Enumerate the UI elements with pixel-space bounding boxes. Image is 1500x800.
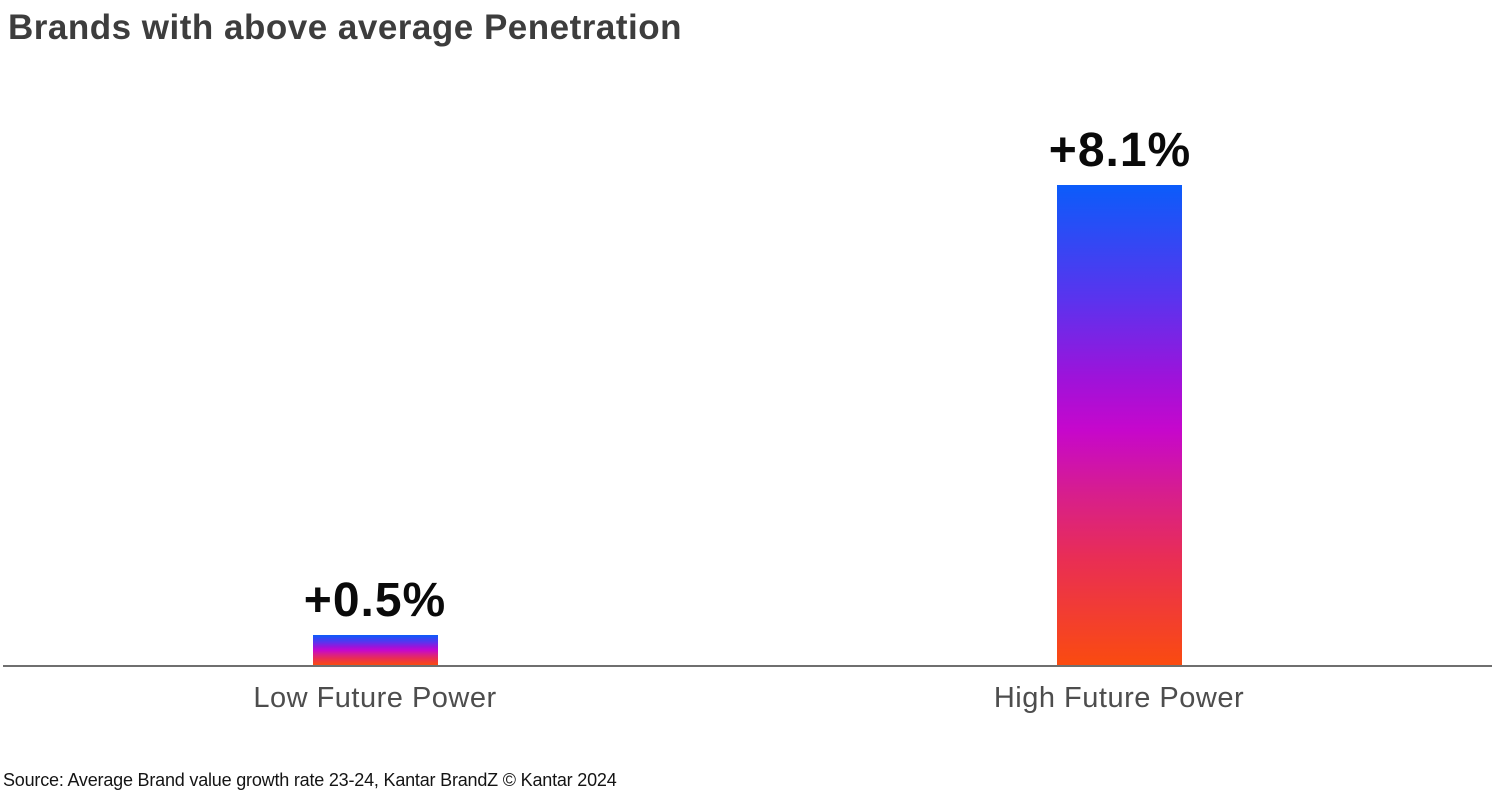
category-label-high-future-power: High Future Power bbox=[993, 682, 1245, 714]
bar-high-future-power bbox=[1057, 185, 1182, 665]
bar-low-future-power bbox=[313, 635, 438, 665]
value-label-low-future-power: +0.5% bbox=[303, 574, 447, 628]
value-label-high-future-power: +8.1% bbox=[1048, 124, 1192, 177]
chart-title: Brands with above average Penetration bbox=[8, 8, 682, 47]
x-axis-line bbox=[3, 665, 1492, 667]
source-attribution: Source: Average Brand value growth rate … bbox=[3, 770, 617, 790]
category-label-low-future-power: Low Future Power bbox=[253, 682, 497, 714]
